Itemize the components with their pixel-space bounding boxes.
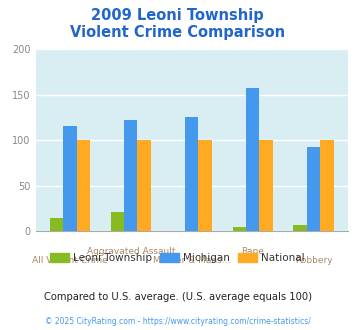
Text: Compared to U.S. average. (U.S. average equals 100): Compared to U.S. average. (U.S. average …: [44, 292, 311, 302]
Bar: [320, 140, 334, 231]
Bar: [198, 140, 212, 231]
Text: All Violent Crime: All Violent Crime: [32, 256, 108, 265]
Legend: Leoni Township, Michigan, National: Leoni Township, Michigan, National: [46, 248, 309, 267]
Text: Violent Crime Comparison: Violent Crime Comparison: [70, 25, 285, 40]
Bar: [63, 126, 77, 231]
Text: 2009 Leoni Township: 2009 Leoni Township: [91, 8, 264, 23]
Bar: [124, 120, 137, 231]
Text: © 2025 CityRating.com - https://www.cityrating.com/crime-statistics/: © 2025 CityRating.com - https://www.city…: [45, 317, 310, 326]
Bar: [246, 87, 260, 231]
Bar: [137, 140, 151, 231]
Bar: [185, 116, 198, 231]
Text: Murder & Mans...: Murder & Mans...: [153, 256, 230, 265]
Bar: [233, 227, 246, 231]
Text: Rape: Rape: [241, 248, 264, 256]
Bar: [307, 147, 320, 231]
Bar: [260, 140, 273, 231]
Bar: [50, 218, 63, 231]
Bar: [111, 212, 124, 231]
Text: Aggravated Assault: Aggravated Assault: [87, 248, 175, 256]
Bar: [294, 225, 307, 231]
Bar: [77, 140, 90, 231]
Text: Robbery: Robbery: [295, 256, 332, 265]
